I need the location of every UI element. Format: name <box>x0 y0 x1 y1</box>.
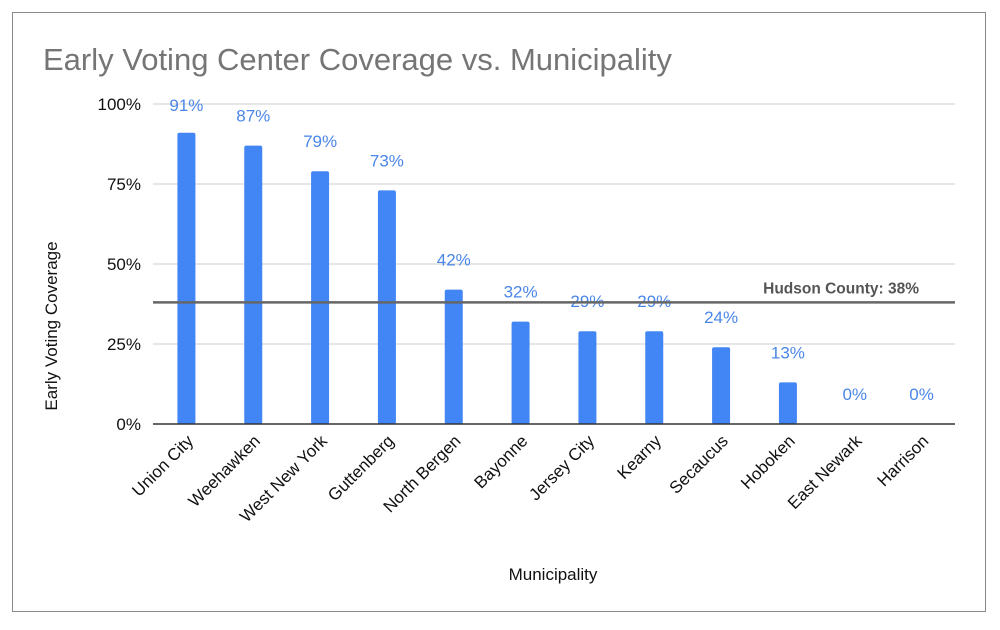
data-labels: 91%87%79%73%42%32%29% 29%24%13%0% 0% <box>169 96 933 404</box>
y-tick-label: 100% <box>98 95 141 114</box>
y-tick-label: 75% <box>107 175 141 194</box>
bar <box>712 347 731 424</box>
data-label: 13% <box>771 343 805 362</box>
y-tick-label: 50% <box>107 255 141 274</box>
y-axis-ticks: 0% 25% 50% 75% 100% <box>98 95 141 434</box>
x-tick-label: Harrison <box>874 431 933 490</box>
x-tick-label: Bayonne <box>471 431 532 492</box>
bar <box>511 321 530 424</box>
gridlines <box>153 103 955 345</box>
x-tick-label: Secaucus <box>666 431 732 497</box>
x-tick-label: Hoboken <box>737 431 799 493</box>
bar <box>377 190 396 424</box>
data-label: 91% <box>169 96 203 115</box>
reference-line-group: Hudson County: 38% <box>153 280 955 304</box>
x-tick-label: Guttenberg <box>324 431 398 505</box>
data-label: 0% <box>842 385 867 404</box>
x-tick-label: Kearny <box>614 431 666 483</box>
x-tick-label: Union City <box>128 431 197 500</box>
bar <box>444 289 463 424</box>
bar <box>311 171 330 424</box>
data-label: 0% <box>909 385 934 404</box>
data-label: 32% <box>504 283 538 302</box>
y-tick-label: 25% <box>107 335 141 354</box>
y-axis-title: Early Voting Coverage <box>42 241 61 410</box>
bar-chart: Early Voting Center Coverage vs. Municip… <box>42 42 955 584</box>
x-tick-label: Jersey City <box>525 431 598 504</box>
y-tick-label: 0% <box>116 415 141 434</box>
data-label: 42% <box>437 251 471 270</box>
bar <box>645 331 664 424</box>
chart-title: Early Voting Center Coverage vs. Municip… <box>43 42 672 77</box>
reference-line-label: Hudson County: 38% <box>763 280 919 297</box>
x-axis-title: Municipality <box>509 565 598 584</box>
bar <box>177 132 196 425</box>
bar <box>244 145 263 424</box>
data-label: 73% <box>370 151 404 170</box>
data-label: 87% <box>236 107 270 126</box>
data-label: 79% <box>303 132 337 151</box>
bars <box>177 132 797 425</box>
bar <box>578 331 597 424</box>
chart-frame: Early Voting Center Coverage vs. Municip… <box>12 12 986 612</box>
data-label: 24% <box>704 308 738 327</box>
bar <box>778 382 797 424</box>
